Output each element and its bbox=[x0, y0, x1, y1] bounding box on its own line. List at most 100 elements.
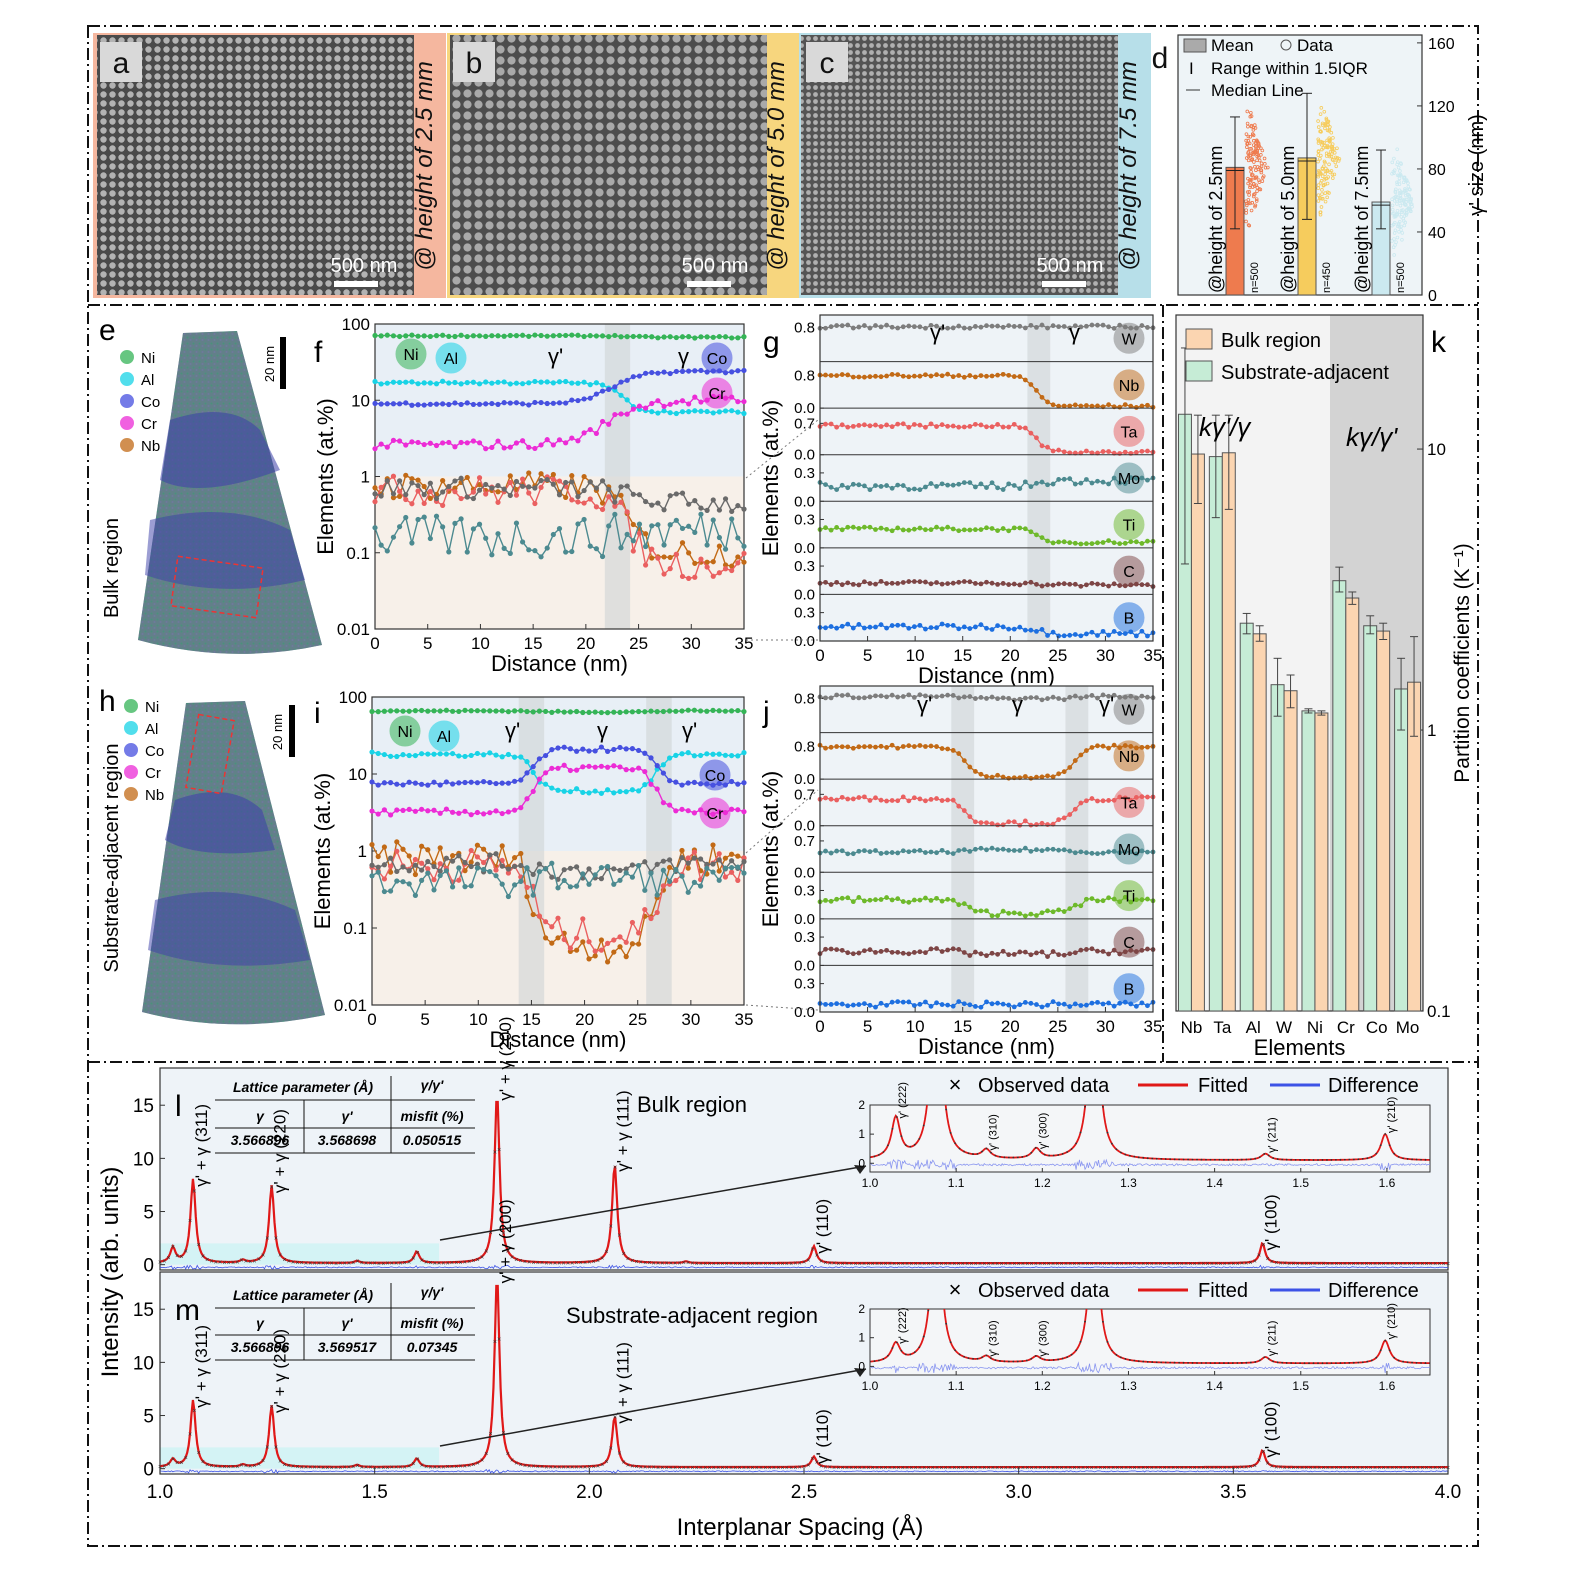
observed-point: × bbox=[1360, 1465, 1364, 1472]
point-w bbox=[945, 325, 951, 331]
point-w bbox=[978, 324, 984, 330]
point-ni bbox=[729, 335, 735, 341]
point-mo bbox=[474, 865, 480, 871]
point-mo bbox=[900, 483, 906, 488]
inset-observed-point bbox=[1267, 1154, 1270, 1157]
point-b bbox=[1084, 631, 1089, 637]
point-al bbox=[592, 788, 598, 794]
observed-point: × bbox=[227, 1464, 231, 1471]
observed-point: × bbox=[381, 1465, 385, 1472]
observed-point: × bbox=[493, 1339, 497, 1346]
point-nb bbox=[524, 894, 530, 900]
observed-point: × bbox=[763, 1261, 767, 1268]
point-cr bbox=[618, 411, 624, 417]
y-axis-label: Elements (at.%) bbox=[758, 771, 783, 928]
point-ni bbox=[741, 708, 747, 715]
point-cr bbox=[550, 442, 556, 448]
observed-point: × bbox=[330, 1465, 334, 1472]
observed-point: × bbox=[1291, 1465, 1295, 1472]
point-cr bbox=[629, 767, 636, 773]
point-w bbox=[520, 483, 526, 489]
inset-observed-point bbox=[1312, 1362, 1315, 1365]
element-bubble-label: Mo bbox=[1118, 842, 1140, 859]
point-w bbox=[698, 856, 704, 862]
observed-point: × bbox=[484, 1249, 488, 1256]
point-b bbox=[945, 1002, 951, 1008]
observed-point: × bbox=[1120, 1261, 1124, 1268]
point-w bbox=[1061, 697, 1067, 703]
observed-point: × bbox=[1377, 1465, 1381, 1472]
point-w bbox=[629, 862, 636, 868]
x-tick-label: 0 bbox=[367, 1010, 376, 1029]
observed-point: × bbox=[841, 1465, 845, 1472]
inset-frame bbox=[869, 1104, 1431, 1173]
observed-point: × bbox=[188, 1218, 192, 1225]
observed-point: × bbox=[1223, 1261, 1227, 1268]
observed-point: × bbox=[1107, 1465, 1111, 1472]
data-point-d bbox=[1327, 136, 1332, 140]
point-cr bbox=[598, 763, 605, 769]
point-ta bbox=[612, 503, 618, 509]
x-tick-label: 20 bbox=[1001, 646, 1020, 665]
point-mo bbox=[928, 481, 934, 486]
inset-observed-point bbox=[1102, 1106, 1104, 1108]
data-point-d bbox=[1325, 176, 1329, 181]
inset-observed-point bbox=[1025, 1359, 1028, 1362]
observed-point: × bbox=[1102, 1465, 1106, 1472]
legend-substrate-swatch bbox=[1185, 360, 1213, 382]
point-b bbox=[989, 627, 995, 632]
point-ni bbox=[735, 707, 741, 714]
data-point-d bbox=[1318, 212, 1323, 217]
point-mo bbox=[520, 539, 526, 545]
element-bubble-label: Ta bbox=[1121, 424, 1138, 441]
observed-point: × bbox=[433, 1464, 437, 1471]
point-b bbox=[862, 1001, 867, 1006]
y-tick-label: 1 bbox=[361, 468, 370, 487]
point-co bbox=[530, 764, 536, 770]
observed-point: × bbox=[1364, 1465, 1368, 1472]
observed-point: × bbox=[991, 1261, 995, 1268]
observed-point: × bbox=[1141, 1261, 1145, 1268]
category-label-d: @height of 2.5mm bbox=[1206, 146, 1226, 293]
observed-point: × bbox=[1154, 1261, 1158, 1268]
point-ta bbox=[722, 874, 729, 880]
point-mo bbox=[549, 860, 555, 866]
point-mo bbox=[433, 513, 440, 519]
observed-point: × bbox=[1253, 1463, 1257, 1470]
point-ta bbox=[923, 424, 928, 430]
point-cr bbox=[581, 430, 587, 436]
point-nb bbox=[599, 500, 606, 506]
point-mo bbox=[917, 848, 923, 853]
point-c bbox=[967, 579, 973, 585]
element-bubble bbox=[395, 338, 427, 370]
point-mo bbox=[483, 535, 489, 541]
observed-point: × bbox=[969, 1261, 973, 1268]
point-al bbox=[505, 751, 511, 758]
observed-point: × bbox=[888, 1261, 892, 1268]
observed-point: × bbox=[1051, 1465, 1055, 1472]
inset-observed-point bbox=[1375, 1152, 1378, 1155]
point-b bbox=[828, 1001, 834, 1007]
point-al bbox=[476, 381, 483, 387]
point-ta bbox=[939, 798, 945, 803]
point-w bbox=[599, 478, 606, 484]
point-ti bbox=[973, 527, 978, 533]
table-v2-l: 3.568698 bbox=[318, 1132, 377, 1148]
observed-point: × bbox=[695, 1261, 699, 1268]
observed-point: × bbox=[274, 1236, 278, 1243]
point-ta bbox=[978, 422, 984, 428]
point-mo bbox=[1100, 479, 1106, 485]
point-mo bbox=[493, 873, 499, 879]
observed-point: × bbox=[381, 1261, 385, 1268]
point-co bbox=[660, 770, 667, 776]
point-w bbox=[950, 325, 956, 331]
inset-observed-point bbox=[1258, 1156, 1261, 1159]
point-mo bbox=[1028, 484, 1034, 490]
point-mo bbox=[961, 847, 967, 853]
point-mo bbox=[495, 531, 501, 537]
data-point-d bbox=[1396, 165, 1401, 170]
point-ta bbox=[599, 506, 606, 513]
point-mo bbox=[567, 884, 574, 890]
observed-point: × bbox=[1111, 1261, 1115, 1268]
